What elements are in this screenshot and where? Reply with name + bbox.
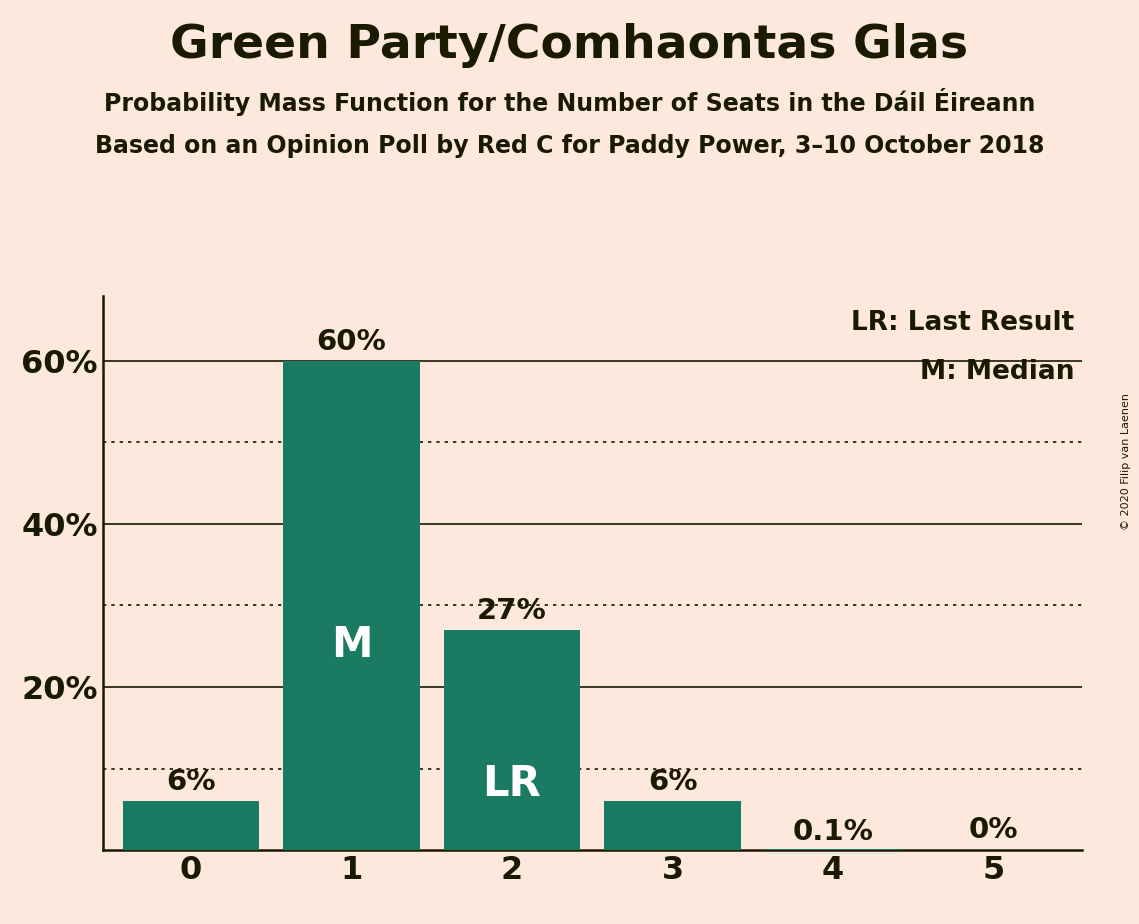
Bar — [123, 801, 259, 850]
Text: LR: LR — [483, 763, 541, 805]
Bar — [284, 361, 419, 850]
Text: 27%: 27% — [477, 597, 547, 625]
Text: Green Party/Comhaontas Glas: Green Party/Comhaontas Glas — [171, 23, 968, 68]
Text: Based on an Opinion Poll by Red C for Paddy Power, 3–10 October 2018: Based on an Opinion Poll by Red C for Pa… — [95, 134, 1044, 158]
Text: © 2020 Filip van Laenen: © 2020 Filip van Laenen — [1121, 394, 1131, 530]
Text: 6%: 6% — [648, 768, 697, 796]
Text: Probability Mass Function for the Number of Seats in the Dáil Éireann: Probability Mass Function for the Number… — [104, 88, 1035, 116]
Bar — [444, 630, 580, 850]
Text: 6%: 6% — [166, 768, 215, 796]
Text: M: Median: M: Median — [919, 359, 1074, 385]
Text: M: M — [330, 624, 372, 665]
Text: LR: Last Result: LR: Last Result — [851, 310, 1074, 335]
Bar — [605, 801, 740, 850]
Text: 60%: 60% — [317, 328, 386, 356]
Text: 0%: 0% — [969, 816, 1018, 844]
Text: 0.1%: 0.1% — [793, 818, 874, 846]
